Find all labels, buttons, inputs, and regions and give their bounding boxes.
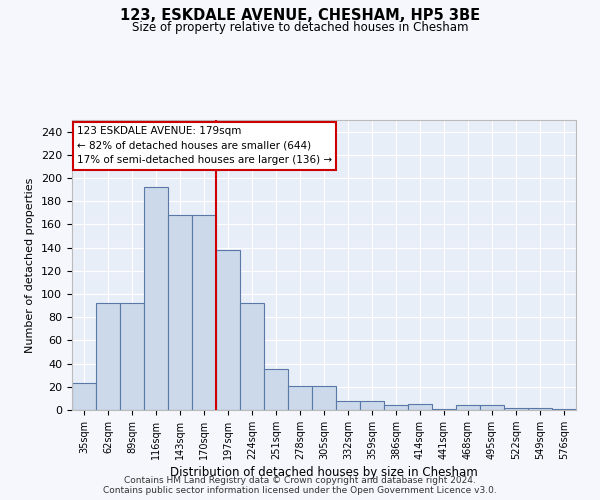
Bar (552, 409, 576, 410)
Bar (96, 304, 120, 410)
X-axis label: Distribution of detached houses by size in Chesham: Distribution of detached houses by size … (170, 466, 478, 479)
Bar (144, 188, 168, 410)
Text: 123 ESKDALE AVENUE: 179sqm
← 82% of detached houses are smaller (644)
17% of sem: 123 ESKDALE AVENUE: 179sqm ← 82% of deta… (77, 126, 332, 166)
Text: Size of property relative to detached houses in Chesham: Size of property relative to detached ho… (132, 21, 468, 34)
Bar (432, 409, 456, 410)
Bar (360, 400, 384, 410)
Bar (480, 406, 504, 410)
Bar (120, 304, 144, 410)
Bar (384, 406, 408, 410)
Bar (408, 404, 432, 410)
Bar (504, 408, 528, 410)
Text: Contains HM Land Registry data © Crown copyright and database right 2024.
Contai: Contains HM Land Registry data © Crown c… (103, 476, 497, 495)
Bar (264, 370, 288, 410)
Bar (456, 406, 480, 410)
Y-axis label: Number of detached properties: Number of detached properties (25, 178, 35, 352)
Bar (312, 386, 336, 410)
Bar (216, 250, 240, 410)
Text: 123, ESKDALE AVENUE, CHESHAM, HP5 3BE: 123, ESKDALE AVENUE, CHESHAM, HP5 3BE (120, 8, 480, 22)
Bar (336, 400, 360, 410)
Bar (528, 408, 552, 410)
Bar (72, 384, 96, 410)
Bar (192, 215, 216, 410)
Bar (168, 215, 192, 410)
Bar (288, 386, 312, 410)
Bar (240, 304, 264, 410)
